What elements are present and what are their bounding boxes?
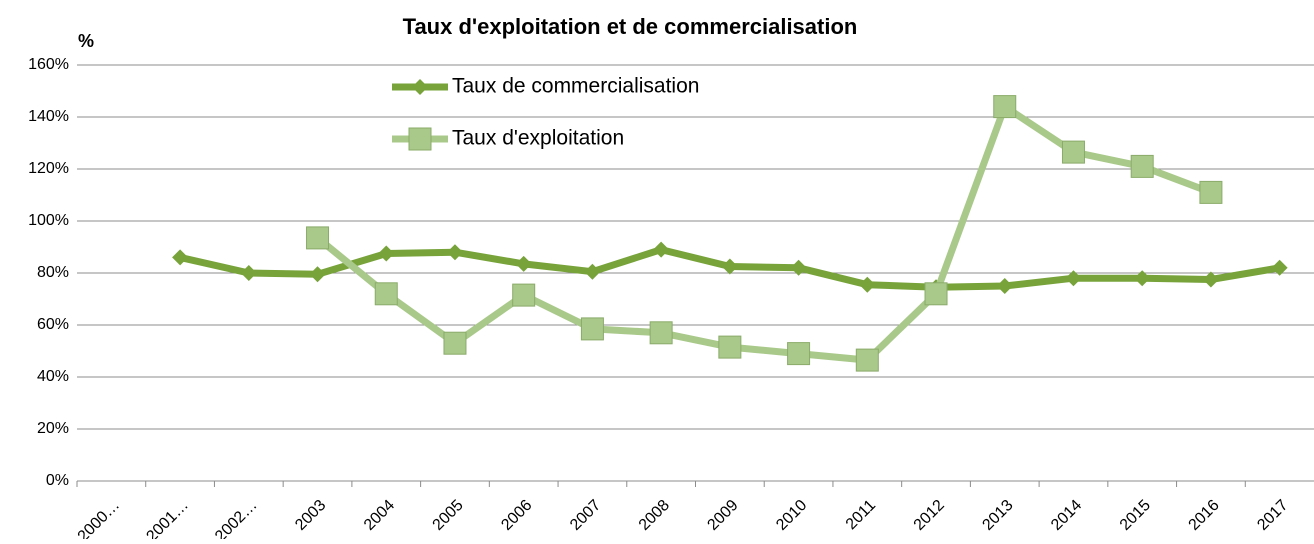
x-tick-label: 2006 — [498, 497, 535, 534]
y-tick-label: 20% — [37, 420, 69, 437]
x-tick-label: 2005 — [430, 497, 467, 534]
y-axis-label: % — [78, 31, 94, 51]
data-point — [1061, 140, 1085, 164]
data-point — [855, 348, 879, 372]
data-point — [787, 342, 811, 366]
y-tick-label: 40% — [37, 368, 69, 385]
data-point — [580, 317, 604, 341]
y-tick-label: 0% — [46, 472, 69, 489]
x-tick-label: 2011 — [843, 497, 879, 533]
data-point — [240, 265, 257, 281]
data-point — [790, 259, 807, 276]
data-point — [443, 331, 467, 355]
data-point — [1065, 270, 1082, 287]
y-tick-label: 120% — [28, 160, 69, 177]
legend-marker — [412, 79, 428, 95]
data-point — [446, 244, 463, 261]
x-tick-label: 2008 — [636, 497, 673, 534]
x-tick-label: 2014 — [1048, 497, 1085, 534]
data-point — [924, 282, 948, 306]
data-point — [1271, 259, 1288, 276]
y-tick-label: 140% — [28, 108, 69, 125]
x-tick-label: 2016 — [1186, 497, 1223, 534]
data-point — [653, 241, 670, 258]
data-point — [996, 278, 1013, 294]
data-point — [306, 226, 330, 250]
x-tick-label: 2012 — [911, 497, 948, 534]
x-tick-label: 2017 — [1254, 497, 1291, 534]
data-point — [172, 249, 189, 266]
data-point — [1202, 271, 1219, 288]
x-tick-label: 2003 — [292, 497, 329, 534]
data-point — [512, 283, 536, 307]
y-tick-label: 100% — [28, 212, 69, 229]
x-tick-label: 2013 — [979, 497, 1016, 534]
x-tick-label: 2004 — [361, 497, 398, 534]
chart-title: Taux d'exploitation et de commercialisat… — [403, 14, 858, 39]
data-point — [374, 282, 398, 306]
y-tick-label: 160% — [28, 56, 69, 73]
data-point — [515, 255, 532, 272]
y-tick-label: 60% — [37, 316, 69, 333]
legend-label: Taux de commercialisation — [452, 75, 699, 98]
legend-marker — [408, 127, 432, 151]
data-point — [309, 266, 326, 283]
data-point — [859, 276, 876, 293]
data-point — [1130, 154, 1154, 178]
x-tick-label: 2001… — [143, 497, 192, 539]
x-tick-label: 2007 — [567, 497, 604, 534]
x-tick-label: 2009 — [704, 497, 741, 534]
y-tick-label: 80% — [37, 264, 69, 281]
x-tick-label: 2010 — [773, 497, 810, 534]
data-point — [993, 95, 1017, 119]
x-tick-label: 2000… — [75, 497, 124, 539]
data-point — [721, 258, 738, 275]
data-point — [649, 321, 673, 345]
legend-label: Taux d'exploitation — [452, 127, 624, 150]
data-point — [1134, 270, 1151, 287]
data-point — [584, 263, 601, 280]
data-point — [1199, 180, 1223, 204]
data-point — [378, 245, 395, 262]
x-tick-label: 2002… — [212, 497, 261, 539]
x-tick-label: 2015 — [1117, 497, 1154, 534]
data-point — [718, 335, 742, 359]
